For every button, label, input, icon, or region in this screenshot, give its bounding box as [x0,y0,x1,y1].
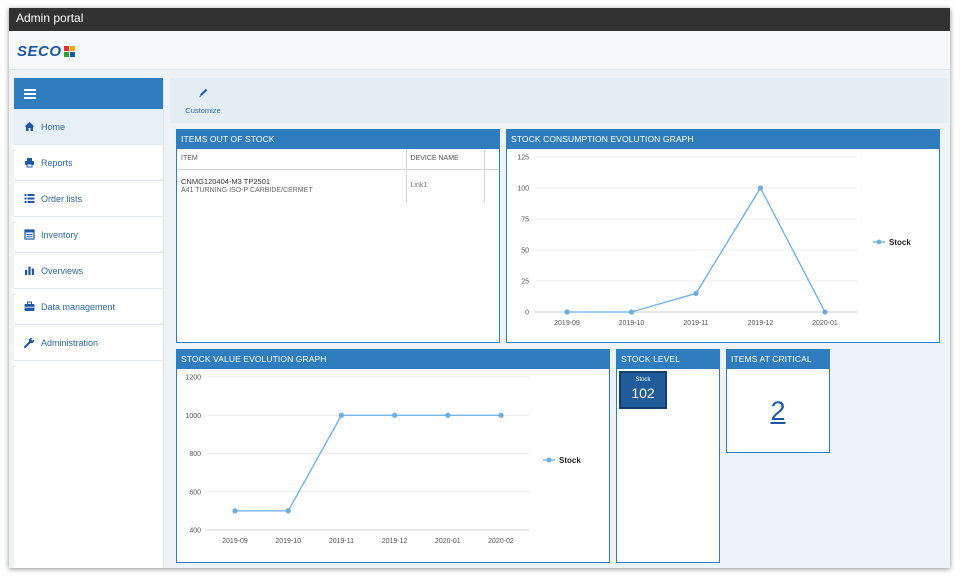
customize-button[interactable]: Customize [183,85,223,115]
stock-value-chart: 400 600 800 1000 1200 2019-09 2019-10 2019-11 20… [185,375,581,546]
x-tick-label: 2019-12 [382,538,408,545]
sidebar-item-label: Order lists [41,193,83,204]
sidebar-item-data-management[interactable]: Data management [14,289,163,325]
panel-title: ITEMS AT CRITICAL [727,350,829,369]
sidebar-item-overviews[interactable]: Overviews [14,253,163,289]
item-description: A41 TURNING ISO-P CARBIDE/CERMET [181,187,313,195]
x-tick-label: 2019-09 [554,320,580,327]
data-point [564,309,570,315]
data-point [285,508,291,514]
panel-title: STOCK CONSUMPTION EVOLUTION GRAPH [507,130,939,149]
printer-icon [24,157,35,168]
y-tick-label: 1200 [185,375,201,382]
x-tick-label: 2019-10 [619,320,645,327]
series-line [235,414,501,512]
panel-title: STOCK VALUE EVOLUTION GRAPH [177,350,609,369]
item-code: CNMG120404-M3 TP2501 [181,177,271,187]
x-tick-label: 2019-12 [748,320,774,327]
seco-logo[interactable]: SECO [17,42,75,60]
stock-tile-value: 102 [631,385,655,401]
spacer-cell [484,169,499,202]
stock-consumption-panel: STOCK CONSUMPTION EVOLUTION GRAPH 0 25 50 7… [506,129,940,343]
sidebar-item-home[interactable]: Home [14,109,163,145]
legend-label: Stock [889,238,911,247]
customize-label: Customize [185,106,221,115]
x-tick-label: 2019-11 [329,538,354,545]
y-tick-label: 125 [517,155,529,162]
y-tick-label: 75 [521,217,529,224]
y-tick-label: 400 [189,528,201,535]
data-point [445,412,451,418]
x-tick-label: 2019-09 [222,538,248,545]
menu-toggle-button[interactable] [14,78,163,109]
main-content: Customize ITEMS OUT OF STOCK ITEM DEVICE… [170,78,948,568]
column-header-spacer [484,149,499,170]
x-tick-label: 2020-01 [812,320,838,327]
sidebar-item-inventory[interactable]: Inventory [14,217,163,253]
sidebar: Home Reports Order lists Inventory Overv… [14,78,164,568]
column-header-item[interactable]: ITEM [177,149,407,170]
sidebar-item-label: Reports [41,157,73,168]
x-tick-label: 2020-02 [488,538,514,545]
y-tick-label: 1000 [185,413,201,420]
toolbar: Customize [170,78,948,123]
sidebar-item-label: Overviews [41,265,84,276]
x-tick-label: 2019-10 [275,538,301,545]
sidebar-item-order-lists[interactable]: Order lists [14,181,163,217]
data-point [693,290,699,296]
panel-title: ITEMS OUT OF STOCK [177,130,499,149]
y-tick-label: 0 [525,310,529,317]
stock-consumption-chart: 0 25 50 75 100 125 2019-09 2019-10 2019-11 2019-1… [517,155,911,328]
legend-label: Stock [559,456,581,465]
sidebar-item-label: Data management [41,301,116,312]
data-point [628,309,635,315]
sidebar-item-administration[interactable]: Administration [14,325,163,361]
sidebar-item-label: Home [41,121,66,132]
x-tick-label: 2019-11 [683,320,708,327]
device-cell: Link1 [406,169,485,202]
wrench-icon [24,337,35,348]
sidebar-item-label: Administration [41,337,99,348]
stock-level-panel: STOCK LEVEL Stock 102 [616,349,720,563]
y-tick-label: 600 [189,489,201,496]
out-of-stock-table: ITEM DEVICE NAME CNMG120404-M3 TP2501 A4… [177,149,499,202]
logo-mark-icon [63,45,75,57]
briefcase-icon [24,301,35,312]
inventory-icon [24,229,35,240]
legend-marker [546,457,552,463]
legend-marker [876,239,882,245]
data-point [822,309,828,315]
critical-count-link[interactable]: 2 [770,396,786,426]
y-tick-label: 25 [521,279,529,286]
logo-text: SECO [17,42,62,60]
home-icon [24,121,35,132]
brand-bar: SECO [9,31,950,70]
sidebar-item-label: Inventory [41,229,79,240]
stock-tile-label: Stock [635,377,651,383]
column-header-device-name[interactable]: DEVICE NAME [406,149,485,170]
item-cell: CNMG120404-M3 TP2501 A41 TURNING ISO-P C… [177,169,407,202]
app-window: Admin portal SECO Home Reports [9,8,950,568]
panel-title: STOCK LEVEL [617,350,719,369]
data-point [392,412,398,418]
data-point [338,412,344,418]
window-titlebar: Admin portal [9,8,950,31]
y-tick-label: 800 [189,451,201,458]
items-out-of-stock-panel: ITEMS OUT OF STOCK ITEM DEVICE NAME CNMG… [176,129,500,343]
table-row[interactable]: CNMG120404-M3 TP2501 A41 TURNING ISO-P C… [177,169,499,202]
sidebar-item-reports[interactable]: Reports [14,145,163,181]
stock-level-tile[interactable]: Stock 102 [619,371,667,409]
data-point [498,412,504,418]
hamburger-icon [24,88,36,99]
y-tick-label: 50 [521,248,529,255]
data-point [757,185,764,191]
stock-value-panel: STOCK VALUE EVOLUTION GRAPH 400 600 800 100… [176,349,610,563]
items-at-critical-panel: ITEMS AT CRITICAL 2 [726,349,830,453]
data-point [232,508,238,514]
x-tick-label: 2020-01 [435,538,461,545]
pencil-icon [198,85,209,102]
list-icon [24,193,35,204]
y-tick-label: 100 [517,186,529,193]
bar-chart-icon [24,265,35,276]
